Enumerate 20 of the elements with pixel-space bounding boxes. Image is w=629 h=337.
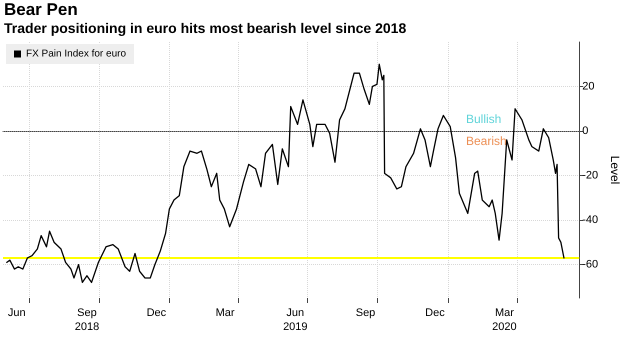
- x-tick-label: Dec: [146, 307, 167, 319]
- annotation: Bullish: [466, 112, 502, 126]
- y-tick-label: -20: [582, 170, 598, 182]
- y-tick-label: -60: [582, 258, 598, 271]
- x-tick-label: Mar 2020: [492, 307, 517, 333]
- y-axis-title: Level: [608, 156, 622, 184]
- annotation: Bearish: [466, 134, 507, 148]
- chart-title: Bear Pen: [4, 0, 78, 20]
- x-tick-label: Dec: [425, 307, 446, 319]
- chart-subtitle: Trader positioning in euro hits most bearish level since 2018: [4, 20, 406, 36]
- legend-label: FX Pain Index for euro: [26, 48, 126, 60]
- y-tick-label: -40: [582, 214, 598, 226]
- x-tick-label: Sep 2018: [74, 307, 100, 333]
- x-tick-label: Jun: [8, 307, 26, 319]
- x-tick-label: Sep: [356, 307, 376, 319]
- line-series: [6, 64, 565, 284]
- y-tick-label: 20: [582, 80, 594, 93]
- y-tick-label: 0: [582, 125, 588, 138]
- x-tick-label: Mar: [216, 307, 235, 319]
- x-tick-label: Jun 2019: [283, 307, 308, 333]
